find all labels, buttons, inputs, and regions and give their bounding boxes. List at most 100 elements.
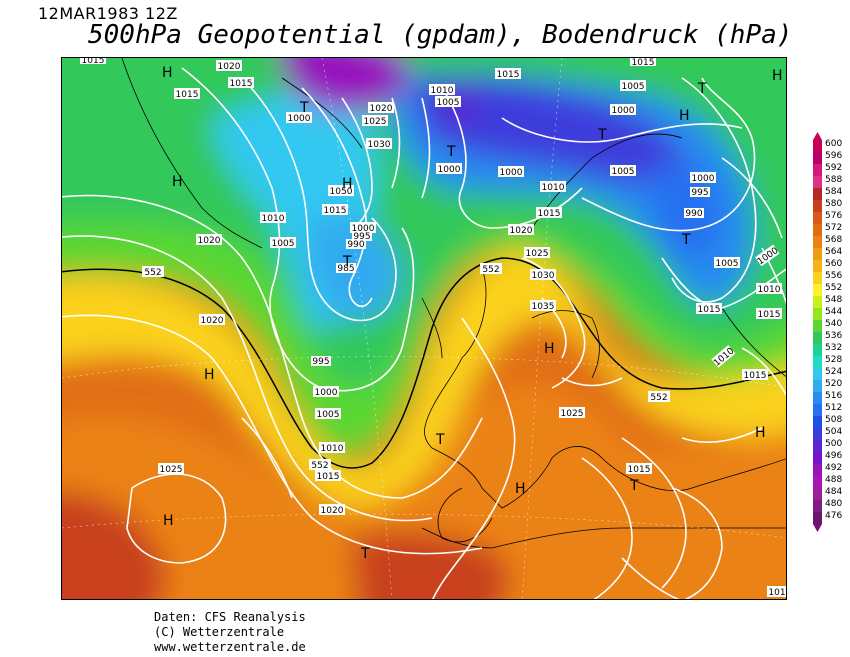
pressure-label: 1025	[158, 463, 184, 475]
pressure-label: 1005	[620, 80, 646, 92]
pressure-center-group: H T H T T T H T H H T H H H T H T H T	[162, 65, 783, 562]
pressure-label	[540, 181, 566, 192]
legend-label: 520	[825, 379, 842, 389]
legend-swatch	[813, 356, 822, 368]
legend-label: 576	[825, 211, 842, 221]
legend-swatch	[813, 452, 822, 464]
pressure-label: 1030	[366, 138, 392, 150]
pressure-label: 1015	[174, 88, 200, 100]
pressure-label: 1000	[690, 172, 716, 184]
legend-arrow-up	[813, 132, 822, 140]
svg-text:1005: 1005	[716, 259, 739, 269]
legend-label: 544	[825, 307, 842, 317]
legend-label: 512	[825, 403, 842, 413]
pressure-center-marker: H	[772, 68, 783, 84]
legend-label: 540	[825, 319, 842, 329]
svg-text:552: 552	[144, 268, 161, 278]
pressure-label: 1015	[696, 303, 722, 315]
legend-label: 580	[825, 199, 842, 209]
pressure-label: 1010	[429, 84, 455, 96]
weather-map: 1020 1015 1015 1015 1000 1020 1025 1030 …	[61, 57, 787, 600]
legend-swatch	[813, 248, 822, 260]
legend-swatch	[813, 176, 822, 188]
legend-label: 476	[825, 511, 842, 521]
pressure-label: 1005	[270, 237, 296, 249]
svg-text:1005: 1005	[272, 239, 295, 249]
legend-scale: 600 596 592 588 584 580 576 572 568 564 560 556 552 5…	[813, 132, 842, 532]
legend-label: 600	[825, 139, 842, 149]
svg-text:1020: 1020	[321, 506, 344, 516]
svg-text:1015: 1015	[317, 472, 340, 482]
pressure-center-marker: H	[162, 65, 173, 81]
svg-text:1010: 1010	[262, 214, 285, 224]
graticule	[62, 58, 786, 599]
svg-text:552: 552	[311, 461, 328, 471]
svg-text:1015: 1015	[82, 58, 105, 66]
svg-text:1010: 1010	[542, 183, 565, 193]
pressure-label: 1000	[350, 222, 376, 234]
pressure-label: 990	[684, 208, 704, 219]
svg-text:995: 995	[691, 188, 708, 198]
legend-label: 492	[825, 463, 842, 473]
pressure-label: 1000	[498, 166, 524, 178]
legend-arrow-down	[813, 524, 822, 532]
pressure-label	[540, 207, 566, 218]
svg-text:990: 990	[685, 209, 702, 219]
svg-text:1015: 1015	[744, 371, 767, 381]
pressure-label: 1020	[199, 314, 225, 326]
pressure-label: 1020	[368, 102, 394, 114]
pressure-label: 1005	[610, 165, 636, 177]
legend-label: 536	[825, 331, 842, 341]
height-label: 552	[648, 391, 670, 403]
legend-label: 480	[825, 499, 842, 509]
legend-label: 528	[825, 355, 842, 365]
svg-text:995: 995	[353, 232, 370, 242]
svg-text:1025: 1025	[561, 409, 584, 419]
pressure-label: 995	[352, 231, 372, 242]
svg-text:1025: 1025	[526, 249, 549, 259]
legend-label: 588	[825, 175, 842, 185]
svg-text:552: 552	[482, 265, 499, 275]
legend-label: 584	[825, 187, 842, 197]
pressure-label: 1015	[536, 207, 562, 219]
pressure-label: 1010	[260, 212, 286, 224]
legend-label: 496	[825, 451, 842, 461]
pressure-center-marker: T	[342, 254, 352, 270]
pressure-center-marker: T	[360, 546, 370, 562]
pressure-label: 1015	[756, 308, 782, 320]
svg-text:1000: 1000	[692, 174, 715, 184]
svg-text:995: 995	[312, 357, 329, 367]
pressure-center-marker: T	[629, 478, 639, 494]
legend-swatch	[813, 380, 822, 392]
legend-swatch	[813, 284, 822, 296]
svg-text:1015: 1015	[324, 206, 347, 216]
legend-swatch	[813, 404, 822, 416]
svg-text:1030: 1030	[368, 140, 391, 150]
pressure-center-marker: H	[515, 481, 526, 497]
svg-text:1005: 1005	[317, 410, 340, 420]
svg-text:1015: 1015	[230, 79, 253, 89]
pressure-center-marker: T	[446, 144, 456, 160]
pressure-label	[642, 58, 668, 66]
pressure-label: 1000	[610, 104, 636, 116]
legend-label: 504	[825, 427, 842, 437]
legend-swatch	[813, 392, 822, 404]
svg-text:1015: 1015	[628, 465, 651, 475]
legend-label: 552	[825, 283, 842, 293]
svg-text:1030: 1030	[532, 271, 555, 281]
svg-text:1015: 1015	[698, 305, 721, 315]
svg-text:1000: 1000	[315, 388, 338, 398]
pressure-label: 1020	[196, 234, 222, 246]
svg-text:1020: 1020	[198, 236, 221, 246]
legend-label: 524	[825, 367, 842, 377]
legend-swatch	[813, 164, 822, 176]
pressure-label: 1015	[315, 470, 341, 482]
legend-label: 564	[825, 247, 842, 257]
legend-swatch	[813, 152, 822, 164]
pressure-label: 1000	[436, 163, 462, 175]
pressure-label: 1005	[714, 257, 740, 269]
legend-swatch	[813, 236, 822, 248]
pressure-label: 1015	[80, 58, 106, 66]
map-canvas: 1020 1015 1015 1015 1000 1020 1025 1030 …	[62, 58, 786, 599]
pressure-center-marker: H	[544, 341, 555, 357]
